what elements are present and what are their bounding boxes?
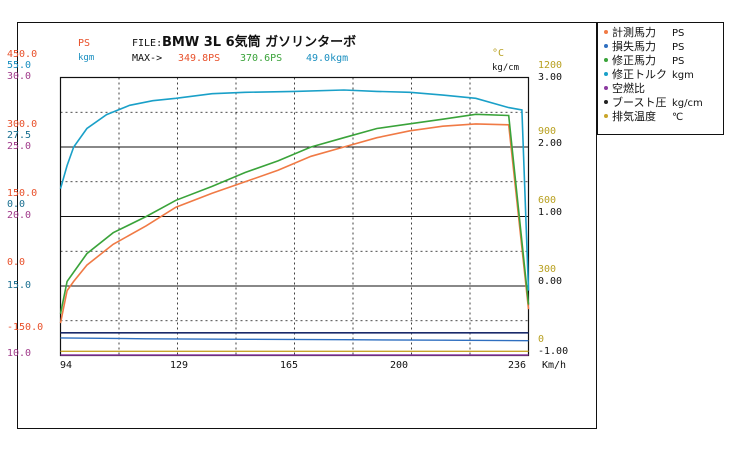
temp-tick-label: 600 <box>538 195 556 206</box>
legend-marker <box>604 86 608 90</box>
left-tick-label: 25.0 <box>7 141 31 152</box>
outer-frame <box>17 22 597 429</box>
legend-marker <box>604 72 608 76</box>
boost-tick-label: 2.00 <box>538 138 562 149</box>
series-lines <box>59 89 530 356</box>
legend-marker <box>604 44 608 48</box>
series-line-1 <box>59 123 530 324</box>
legend-marker <box>604 100 608 104</box>
legend-marker <box>604 114 608 118</box>
legend-label: ブースト圧 <box>612 95 666 109</box>
max-measured: 349.8PS <box>178 53 220 64</box>
legend-unit: PS <box>672 56 684 67</box>
boost-tick-label: 0.00 <box>538 276 562 287</box>
legend-box <box>597 22 724 135</box>
left-tick-label: 0.0 <box>7 199 25 210</box>
temp-tick-label: 1200 <box>538 60 562 71</box>
legend-label: 修正馬力 <box>612 53 656 67</box>
legend-marker <box>604 30 608 34</box>
boost-tick-label: -1.00 <box>538 346 568 357</box>
x-unit: Km/h <box>542 360 566 371</box>
series-line-2 <box>60 337 529 342</box>
left-tick-label: 300.0 <box>7 119 37 130</box>
max-corrected: 370.6PS <box>240 53 282 64</box>
series-line-3 <box>59 113 530 314</box>
temp-tick-label: 300 <box>538 264 556 275</box>
legend-unit: PS <box>672 28 684 39</box>
legend-label: 計測馬力 <box>612 25 656 39</box>
kgm-unit: kgm <box>78 53 94 63</box>
legend-unit: kgm <box>672 70 694 81</box>
left-tick-label: 55.0 <box>7 60 31 71</box>
boost-tick-label: 1.00 <box>538 207 562 218</box>
left-tick-label: 27.5 <box>7 130 31 141</box>
right-tick-labels: 1200 900 600 300 0 3.00 2.00 1.00 0.00 -1.00 <box>538 60 568 357</box>
legend-label: 排気温度 <box>612 109 656 123</box>
legend-label: 損失馬力 <box>612 39 656 53</box>
temp-unit: °C <box>492 48 504 59</box>
left-tick-label: -150.0 <box>7 322 43 333</box>
legend-label: 空燃比 <box>612 81 645 95</box>
ps-unit: PS <box>78 38 90 49</box>
file-name: BMW 3L 6気筒 ガソリンターボ <box>162 34 356 50</box>
left-tick-labels: 450.055.030.0300.027.525.0150.00.020.00.… <box>7 49 43 359</box>
max-label: MAX-> <box>132 53 162 64</box>
legend-marker <box>604 58 608 62</box>
left-tick-label: 20.0 <box>7 210 31 221</box>
legend-label: 修正トルク <box>612 67 667 81</box>
legend-unit: kg/cm <box>672 98 703 109</box>
left-tick-label: 15.0 <box>7 280 31 291</box>
x-tick-label: 94 <box>60 360 72 371</box>
max-torque: 49.0kgm <box>306 53 348 64</box>
left-tick-label: 0.0 <box>7 257 25 268</box>
left-tick-label: 450.0 <box>7 49 37 60</box>
temp-tick-label: 900 <box>538 126 556 137</box>
x-tick-label: 200 <box>390 360 408 371</box>
left-tick-label: 30.0 <box>7 71 31 82</box>
boost-tick-label: 3.00 <box>538 72 562 83</box>
x-tick-label: 236 <box>508 360 526 371</box>
x-tick-label: 129 <box>170 360 188 371</box>
series-line-4 <box>59 89 530 291</box>
left-tick-label: 150.0 <box>7 188 37 199</box>
grid-lines <box>60 77 529 356</box>
x-tick-label: 165 <box>280 360 298 371</box>
file-label: FILE: <box>132 38 162 49</box>
x-tick-labels: 94 129 165 200 236 <box>60 360 526 371</box>
temp-tick-label: 0 <box>538 334 544 345</box>
left-tick-label: 10.0 <box>7 348 31 359</box>
boost-unit: kg/cm <box>492 63 519 73</box>
legend-unit: ℃ <box>672 112 683 123</box>
legend-unit: PS <box>672 42 684 53</box>
